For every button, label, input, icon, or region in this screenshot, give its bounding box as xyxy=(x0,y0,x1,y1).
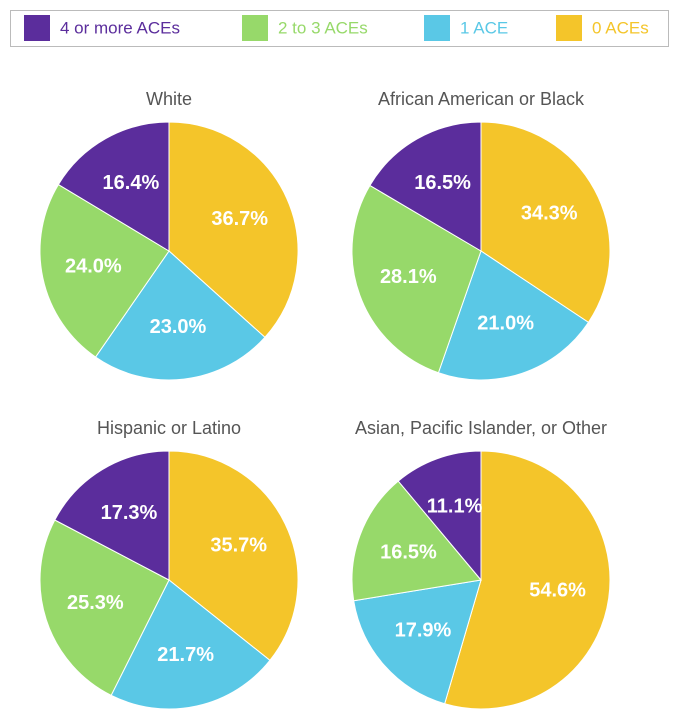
slice-label: 16.4% xyxy=(103,172,160,194)
pie-slice xyxy=(351,480,482,602)
legend-label: 4 or more ACEs xyxy=(60,18,180,37)
slice-label: 21.0% xyxy=(477,313,534,335)
slice-label: 21.7% xyxy=(157,644,214,666)
legend-swatch xyxy=(24,15,50,41)
pie-slice xyxy=(397,450,482,582)
legend-swatch xyxy=(556,15,582,41)
slice-label: 25.3% xyxy=(67,592,124,614)
pie-title: African American or Black xyxy=(378,89,585,109)
slice-label: 16.5% xyxy=(414,172,471,194)
pie-slice xyxy=(369,121,482,252)
slice-label: 35.7% xyxy=(210,535,267,557)
slice-label: 36.7% xyxy=(211,208,268,230)
slice-label: 16.5% xyxy=(380,541,437,563)
pie-slice xyxy=(353,579,482,705)
slice-label: 24.0% xyxy=(65,256,122,278)
pie-slice xyxy=(110,579,271,710)
pie-slice xyxy=(94,250,266,381)
pie-slice xyxy=(168,450,299,662)
slice-label: 23.0% xyxy=(150,316,207,338)
slice-label: 11.1% xyxy=(427,496,483,518)
slice-label: 17.3% xyxy=(101,502,158,524)
pie-slice xyxy=(57,121,170,252)
pie-slice xyxy=(54,450,170,581)
legend-label: 1 ACE xyxy=(460,18,508,37)
pie-slice xyxy=(444,450,611,710)
slice-label: 17.9% xyxy=(395,620,452,642)
legend-swatch xyxy=(424,15,450,41)
legend-swatch xyxy=(242,15,268,41)
pie-slice xyxy=(39,183,170,358)
pie-title: Asian, Pacific Islander, or Other xyxy=(355,418,607,438)
slice-label: 34.3% xyxy=(521,203,578,225)
pie-slice xyxy=(39,519,170,696)
pie-slice xyxy=(168,121,299,339)
pie-title: White xyxy=(146,89,192,109)
slice-label: 54.6% xyxy=(529,579,586,601)
pie-slice xyxy=(437,250,590,381)
legend-label: 2 to 3 ACEs xyxy=(278,18,368,37)
legend-label: 0 ACEs xyxy=(592,18,649,37)
pie-title: Hispanic or Latino xyxy=(97,418,241,438)
slice-label: 28.1% xyxy=(380,266,437,288)
